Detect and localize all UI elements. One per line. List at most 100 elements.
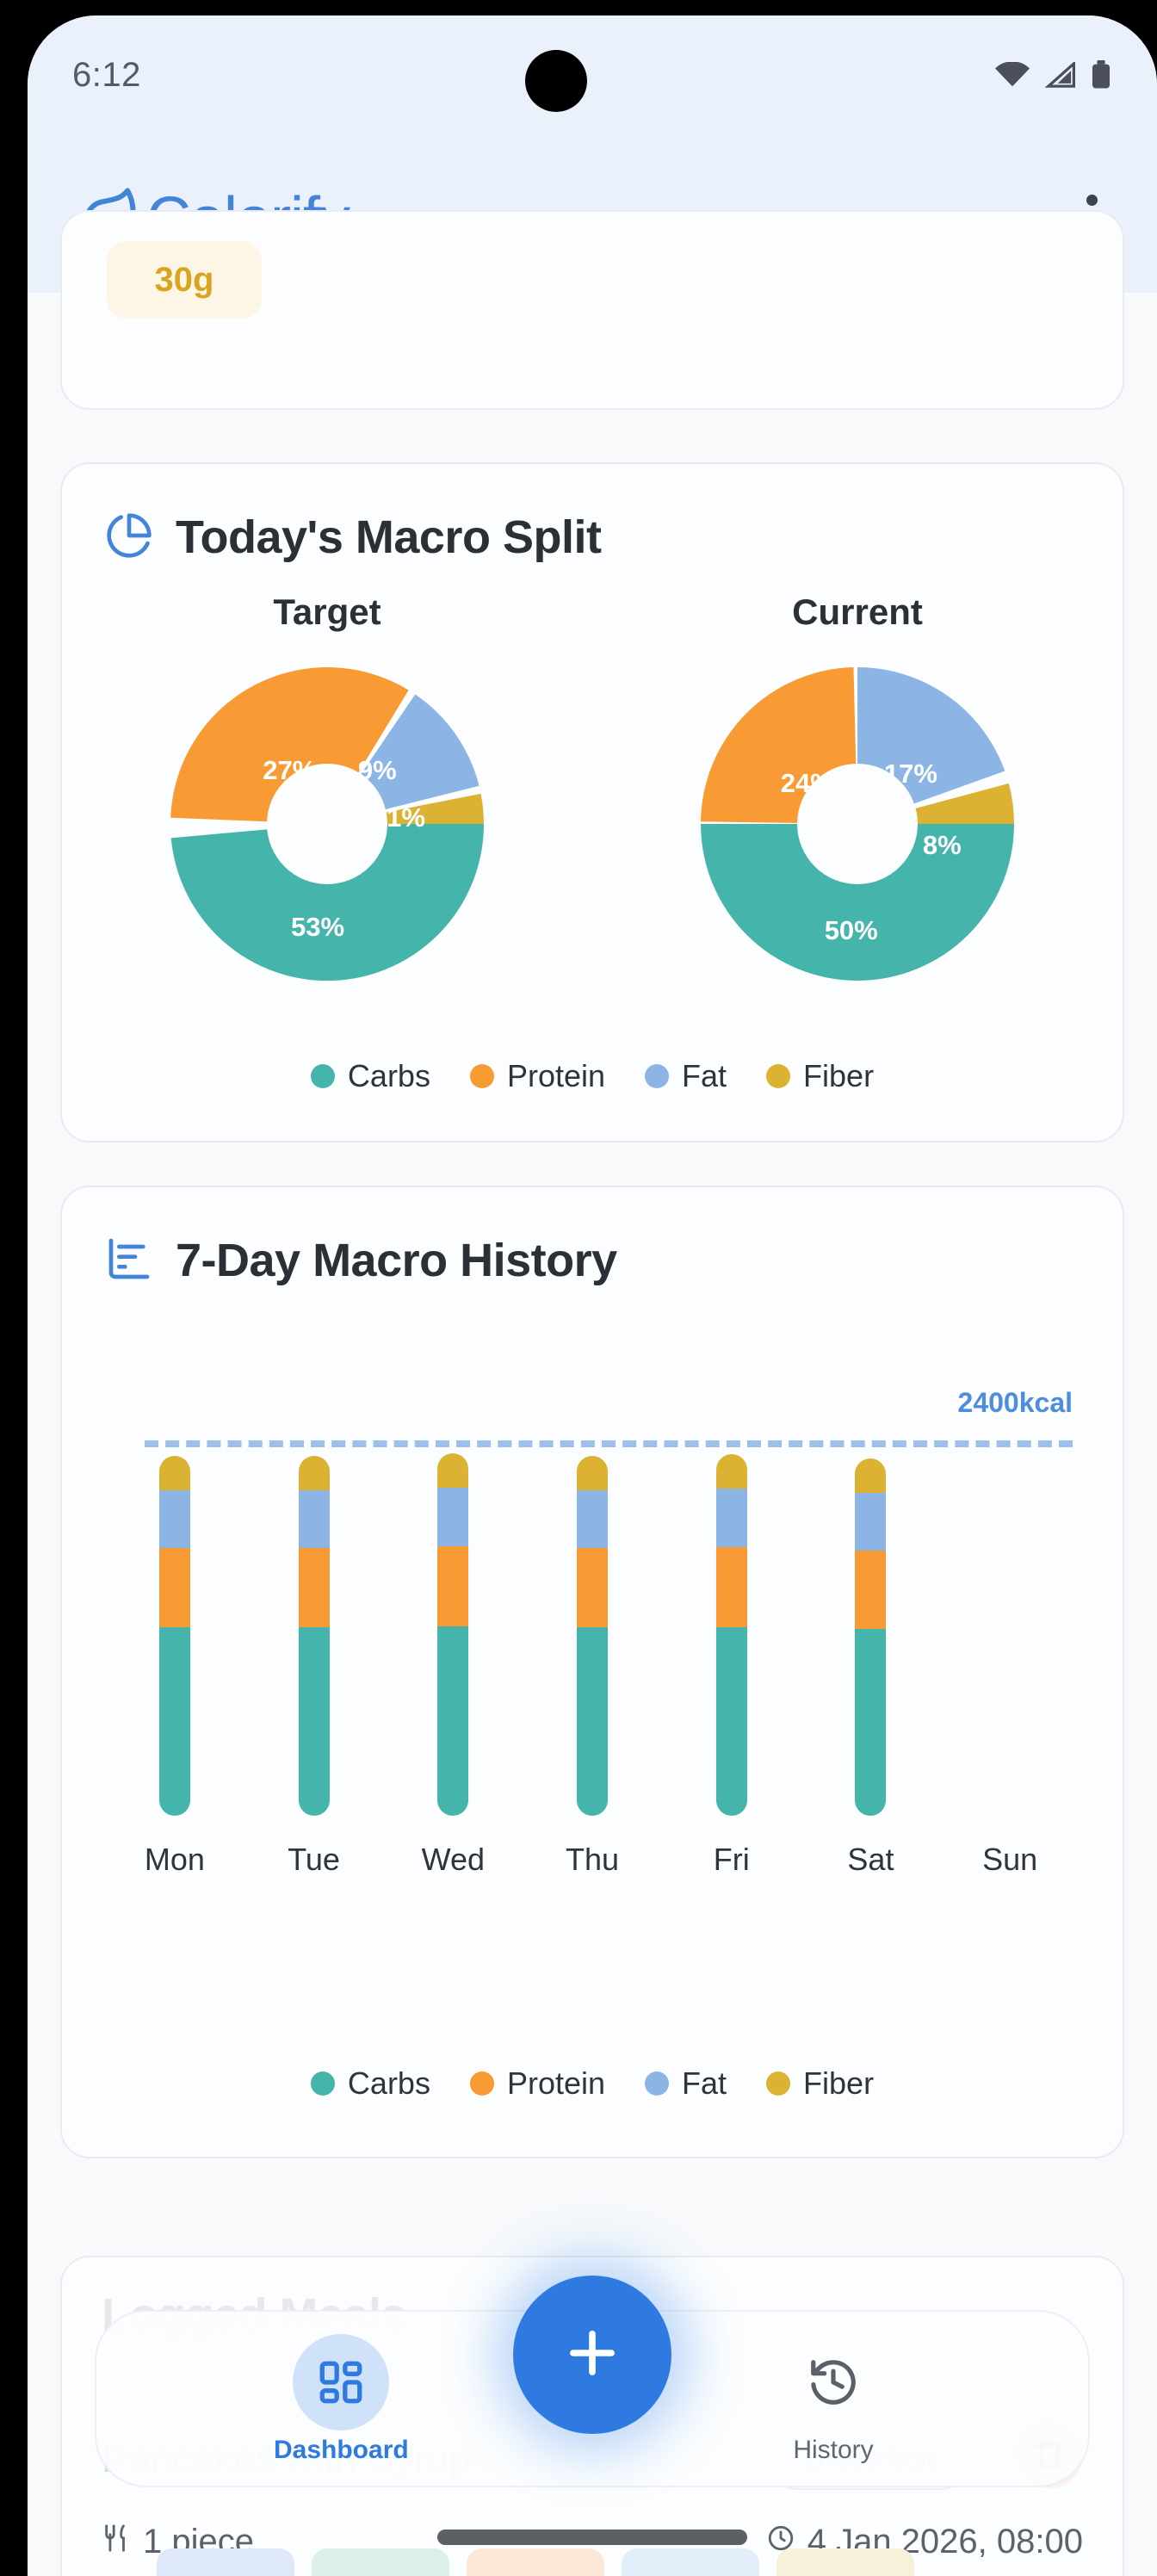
legend-label-fiber: Fiber (803, 1058, 875, 1093)
fork-knife-icon (102, 2523, 131, 2561)
bar-stack-thu (577, 1456, 609, 1816)
legend-item-fiber: Fiber (766, 2065, 874, 2102)
legend-item-protein: Protein (469, 2065, 605, 2102)
bar-seg-fat (298, 1490, 330, 1548)
legend-item-protein: Protein (469, 1058, 606, 1094)
bar-seg-carbs (715, 1627, 747, 1816)
legend-item-fat: Fat (645, 2065, 727, 2102)
macro-split-card: Today's Macro Split Target (60, 462, 1124, 1142)
current-donut-title: Current (792, 591, 923, 632)
bar-label-sat: Sat (847, 1842, 894, 1877)
bar-col-wed[interactable]: Wed (383, 1453, 523, 1878)
legend-item-carbs: Carbs (310, 2065, 430, 2102)
bar-col-thu[interactable]: Thu (523, 1456, 662, 1878)
bar-seg-carbs (158, 1627, 190, 1816)
current-donut-hole (797, 764, 918, 884)
bar-label-mon: Mon (144, 1842, 205, 1877)
bar-label-thu: Thu (565, 1842, 620, 1877)
bar-seg-fiber (158, 1456, 190, 1490)
scroll-content[interactable]: 30g Today's Macro Split Target (28, 210, 1157, 2576)
macro-history-title: 7-Day Macro History (176, 1235, 617, 1286)
bar-col-sun[interactable]: Sun (940, 1816, 1080, 1878)
bar-seg-fat (158, 1490, 190, 1548)
mini-chip-1 (157, 2548, 294, 2576)
bar-seg-fiber (577, 1456, 609, 1490)
donut-charts-row: Target 27% 9% (62, 591, 1123, 981)
legend-dot-fat (645, 2071, 670, 2096)
pie-chart-icon (105, 511, 153, 564)
target-donut-chart: 27% 9% 11% 53% (170, 667, 484, 981)
bar-seg-fiber (437, 1453, 469, 1488)
stacked-bars: Mon Tue (105, 1453, 1080, 1878)
plus-icon (560, 2320, 625, 2390)
bar-seg-fat (855, 1493, 887, 1551)
legend-label-carbs: Carbs (347, 1058, 430, 1093)
macro-split-legend: Carbs Protein Fat Fiber (62, 1058, 1123, 1094)
bar-seg-carbs (298, 1627, 330, 1816)
legend-label-fat: Fat (682, 2065, 727, 2101)
bar-seg-carbs (437, 1626, 469, 1816)
bottom-navigation-bar: Dashboard History (95, 2276, 1090, 2487)
nav-item-dashboard[interactable]: Dashboard (274, 2334, 409, 2465)
macro-split-header: Today's Macro Split (105, 511, 1123, 564)
fiber-amount-value: 30g (154, 260, 214, 299)
bar-stack-wed (437, 1453, 469, 1816)
goal-line-label: 2400kcal (957, 1387, 1073, 1418)
bar-seg-fiber (855, 1458, 887, 1493)
legend-label-fiber: Fiber (803, 2065, 875, 2101)
add-meal-fab[interactable] (513, 2276, 671, 2434)
nav-item-history[interactable]: History (785, 2334, 882, 2465)
bar-seg-fat (577, 1490, 609, 1548)
bar-seg-protein (855, 1551, 887, 1629)
legend-item-fiber: Fiber (766, 1058, 874, 1094)
target-donut-title: Target (273, 591, 381, 632)
legend-label-carbs: Carbs (347, 2065, 430, 2101)
home-indicator[interactable] (437, 2530, 747, 2545)
legend-dot-fiber (766, 1064, 791, 1088)
bar-seg-protein (437, 1546, 469, 1626)
bar-seg-fiber (715, 1454, 747, 1489)
cell-signal-icon (1044, 62, 1075, 88)
front-camera-cutout (525, 50, 587, 112)
legend-dot-fiber (766, 2071, 791, 2096)
history-clock-icon (785, 2334, 882, 2430)
status-icons (995, 60, 1112, 90)
bar-stack-tue (298, 1456, 330, 1816)
status-clock: 6:12 (72, 56, 141, 94)
target-donut-block: Target 27% 9% (62, 591, 592, 981)
bar-col-fri[interactable]: Fri (662, 1454, 801, 1878)
bar-label-tue: Tue (288, 1842, 340, 1877)
bar-seg-fat (715, 1489, 747, 1547)
legend-dot-protein (469, 2071, 494, 2096)
bar-stack-fri (715, 1454, 747, 1816)
bar-col-sat[interactable]: Sat (801, 1458, 941, 1878)
legend-item-fat: Fat (645, 1058, 727, 1094)
bar-seg-protein (715, 1547, 747, 1627)
legend-label-protein: Protein (506, 1058, 606, 1093)
clock-icon (766, 2523, 795, 2561)
mini-chip-3 (467, 2548, 604, 2576)
bar-label-sun: Sun (982, 1842, 1038, 1877)
macro-chip-strip (28, 2545, 1157, 2576)
dashboard-grid-icon (293, 2334, 390, 2430)
bar-label-fri: Fri (713, 1842, 750, 1877)
bar-label-wed: Wed (421, 1842, 485, 1877)
legend-item-carbs: Carbs (310, 1058, 430, 1094)
bar-seg-fiber (298, 1456, 330, 1490)
legend-dot-carbs (310, 2071, 335, 2096)
phone-screen: 6:12 Calorify (28, 15, 1157, 2576)
bar-col-tue[interactable]: Tue (244, 1456, 384, 1878)
target-donut-hole (267, 764, 387, 884)
legend-dot-protein (469, 1064, 494, 1088)
macro-history-plot: 2400kcal Mon (105, 1334, 1080, 1962)
legend-dot-carbs (310, 1064, 335, 1088)
nav-label-dashboard: Dashboard (274, 2436, 409, 2464)
mini-chip-4 (622, 2548, 759, 2576)
bar-col-mon[interactable]: Mon (105, 1456, 244, 1878)
macro-summary-card-partial: 30g (60, 210, 1124, 410)
macro-split-title: Today's Macro Split (176, 511, 602, 563)
bar-seg-fat (437, 1488, 469, 1546)
mini-chip-2 (312, 2548, 449, 2576)
nav-label-history: History (793, 2436, 874, 2464)
status-bar: 6:12 (28, 15, 1157, 146)
